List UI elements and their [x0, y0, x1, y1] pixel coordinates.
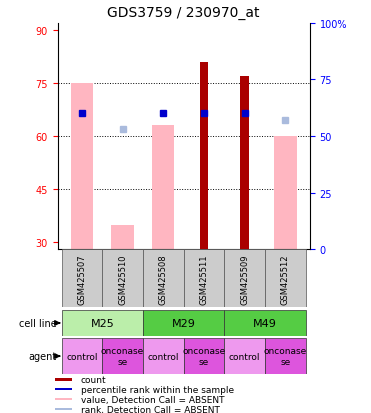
Text: GSM425507: GSM425507	[78, 254, 86, 304]
Bar	[71, 84, 93, 250]
Text: value, Detection Call = ABSENT: value, Detection Call = ABSENT	[81, 395, 224, 404]
Text: control: control	[148, 352, 179, 361]
Bar	[62, 250, 102, 308]
Title: GDS3759 / 230970_at: GDS3759 / 230970_at	[107, 6, 260, 20]
Text: percentile rank within the sample: percentile rank within the sample	[81, 385, 234, 394]
Text: control: control	[66, 352, 98, 361]
Bar	[184, 339, 224, 374]
Bar	[143, 250, 184, 308]
Text: onconase
se: onconase se	[264, 347, 307, 366]
Bar	[265, 339, 306, 374]
Bar	[143, 339, 184, 374]
Text: count: count	[81, 375, 106, 384]
Text: onconase
se: onconase se	[183, 347, 226, 366]
Text: GSM425509: GSM425509	[240, 254, 249, 304]
Bar	[224, 339, 265, 374]
Bar	[55, 408, 72, 410]
Bar	[111, 225, 134, 250]
Bar	[55, 398, 72, 400]
Bar	[200, 62, 209, 250]
Text: M29: M29	[172, 318, 196, 328]
Text: rank, Detection Call = ABSENT: rank, Detection Call = ABSENT	[81, 405, 219, 413]
Text: agent: agent	[29, 351, 57, 361]
Bar	[184, 250, 224, 308]
Text: GSM425511: GSM425511	[200, 254, 209, 304]
Bar	[102, 339, 143, 374]
Text: GSM425508: GSM425508	[159, 254, 168, 304]
Bar	[224, 250, 265, 308]
Bar	[240, 76, 249, 250]
Bar	[62, 339, 102, 374]
Bar	[143, 310, 224, 337]
Bar	[274, 137, 296, 250]
Text: M49: M49	[253, 318, 277, 328]
Text: GSM425512: GSM425512	[281, 254, 290, 304]
Text: M25: M25	[91, 318, 114, 328]
Text: cell line: cell line	[19, 318, 57, 328]
Bar	[62, 310, 143, 337]
Bar	[152, 126, 174, 250]
Bar	[55, 379, 72, 381]
Text: GSM425510: GSM425510	[118, 254, 127, 304]
Bar	[102, 250, 143, 308]
Text: onconase
se: onconase se	[101, 347, 144, 366]
Bar	[55, 388, 72, 391]
Bar	[224, 310, 306, 337]
Bar	[265, 250, 306, 308]
Text: control: control	[229, 352, 260, 361]
